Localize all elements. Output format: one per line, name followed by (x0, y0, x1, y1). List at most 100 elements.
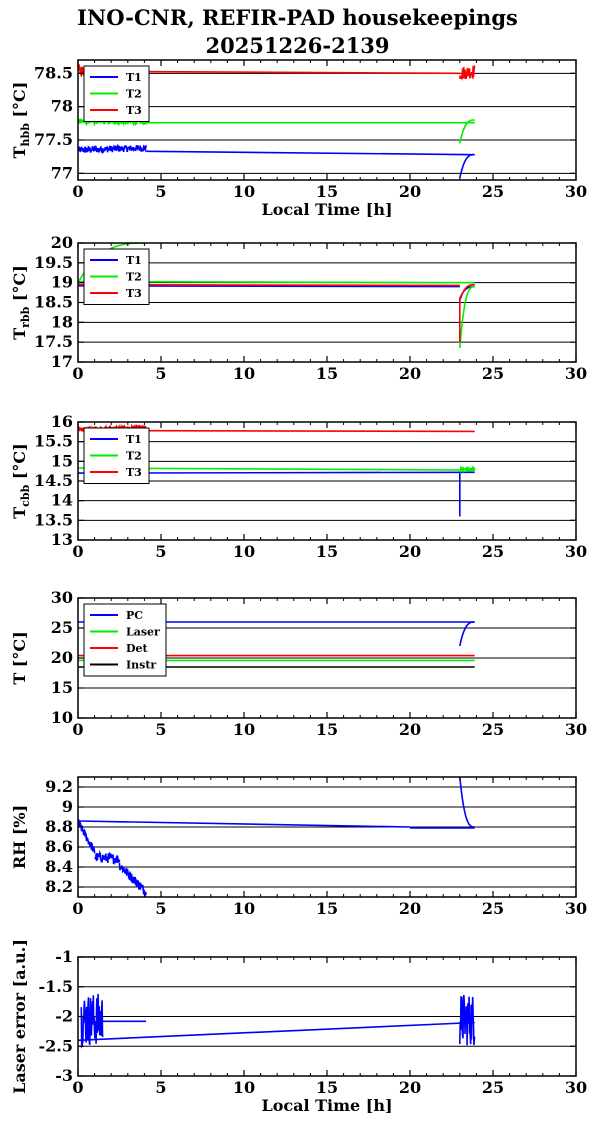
series-line-t2 (459, 465, 476, 474)
y-tick-label: 18 (51, 312, 73, 331)
y-tick-label: 9.2 (45, 777, 73, 796)
y-tick-label: 13.5 (34, 510, 73, 529)
y-axis-label: RH [%] (10, 805, 29, 869)
y-tick-label: 8.4 (45, 857, 73, 876)
x-tick-label: 10 (233, 364, 255, 383)
y-tick-label: -2 (55, 1007, 73, 1026)
y-tick-label: 15 (51, 451, 73, 470)
y-axis-label: Trbb [°C] (10, 265, 32, 340)
x-axis-label: Local Time [h] (261, 200, 392, 219)
plot-area (78, 993, 476, 1049)
x-tick-label: 20 (399, 1078, 421, 1097)
x-tick-label: 5 (155, 182, 166, 201)
plot-frame (77, 776, 577, 898)
legend-label-t3: T3 (126, 466, 142, 479)
x-tick-label: 15 (316, 720, 338, 739)
legend: T1 T2 T3 (83, 248, 150, 305)
series-line-data (80, 993, 104, 1049)
x-tick-label: 20 (399, 364, 421, 383)
y-tick-label: 20 (51, 233, 73, 252)
y-tick-label: 9 (62, 797, 73, 816)
x-tick-label: 20 (399, 899, 421, 918)
y-tick-label: 15.5 (34, 432, 73, 451)
x-tick-label: 20 (399, 720, 421, 739)
y-tick-label: 8.6 (45, 837, 73, 856)
legend-label-t2: T2 (126, 271, 142, 284)
legend-label-t3: T3 (126, 104, 142, 117)
series-line-t3 (459, 65, 476, 82)
x-tick-label: 15 (316, 899, 338, 918)
series-line-data (78, 820, 411, 828)
x-tick-label: 25 (482, 364, 504, 383)
series-line-t2 (459, 285, 475, 349)
x-tick-label: 25 (482, 182, 504, 201)
plot-frame (77, 59, 577, 181)
x-tick-label: 25 (482, 542, 504, 561)
x-tick-label: 20 (399, 542, 421, 561)
series-line-t1 (78, 143, 147, 155)
series-line-t1 (459, 153, 475, 179)
panel-6: 0 5 10 15 20 25 30 -3 -2.5 -2 -1.5 -1 Laser error [a… (10, 939, 587, 1115)
x-tick-label: 30 (565, 720, 587, 739)
y-tick-label: 19.5 (34, 253, 73, 272)
y-axis-label: T [°C] (10, 631, 29, 684)
series-line-data (459, 777, 475, 828)
y-tick-label: 13 (51, 530, 73, 549)
y-tick-label: -3 (55, 1066, 73, 1085)
x-axis-label: Local Time [h] (261, 1096, 392, 1115)
legend-label-laser: Laser (126, 626, 160, 639)
x-tick-label: 5 (155, 364, 166, 383)
x-tick-label: 30 (565, 899, 587, 918)
y-tick-label: 25 (51, 618, 73, 637)
x-tick-label: 0 (72, 364, 83, 383)
y-tick-label: 10 (51, 708, 73, 727)
x-tick-label: 25 (482, 1078, 504, 1097)
x-tick-label: 15 (316, 1078, 338, 1097)
series-line-t2 (459, 119, 475, 144)
legend: T1 T2 T3 (83, 65, 150, 122)
y-tick-label: 15 (51, 678, 73, 697)
y-tick-label: 77.5 (34, 130, 73, 149)
y-tick-label: 77 (51, 163, 73, 182)
x-tick-label: 0 (72, 542, 83, 561)
y-tick-label: 14.5 (34, 471, 73, 490)
x-tick-label: 30 (565, 1078, 587, 1097)
y-tick-label: 8.8 (45, 817, 73, 836)
legend-label-t1: T1 (126, 71, 142, 84)
x-tick-label: 25 (482, 899, 504, 918)
series-line-t1 (146, 150, 475, 156)
chart-title-line-2: 20251226-2139 (205, 33, 390, 58)
x-tick-label: 0 (72, 1078, 83, 1097)
y-tick-label: -1.5 (39, 977, 73, 996)
y-axis-label: Laser error [a.u.] (10, 939, 29, 1094)
series-line-pc (459, 621, 475, 647)
x-tick-label: 5 (155, 720, 166, 739)
x-tick-label: 10 (233, 720, 255, 739)
y-tick-label: 30 (51, 588, 73, 607)
y-tick-label: 8.2 (45, 877, 73, 896)
x-tick-label: 15 (316, 182, 338, 201)
legend: T1 T2 T3 (83, 427, 150, 484)
x-tick-label: 10 (233, 182, 255, 201)
x-tick-label: 10 (233, 1078, 255, 1097)
y-tick-label: 78 (51, 97, 73, 116)
series-line-data (459, 994, 476, 1046)
y-tick-label: -1 (55, 947, 73, 966)
y-tick-label: 19 (51, 273, 73, 292)
series-line-t3 (459, 283, 475, 301)
legend-label-t2: T2 (126, 450, 142, 463)
x-tick-label: 30 (565, 364, 587, 383)
legend-label-t1: T1 (126, 433, 142, 446)
series-line-data (94, 849, 121, 865)
panel-5: 0 5 10 15 20 25 30 8.28.48.68.899.2 RH [%] (10, 776, 587, 918)
x-tick-label: 5 (155, 1078, 166, 1097)
y-tick-label: -2.5 (39, 1036, 73, 1055)
series-line-data (118, 862, 147, 897)
series-line-t3 (146, 429, 475, 433)
series-line-data (78, 1021, 475, 1042)
y-tick-label: 78.5 (34, 63, 73, 82)
y-axis-label: Tcbb [°C] (10, 443, 32, 518)
